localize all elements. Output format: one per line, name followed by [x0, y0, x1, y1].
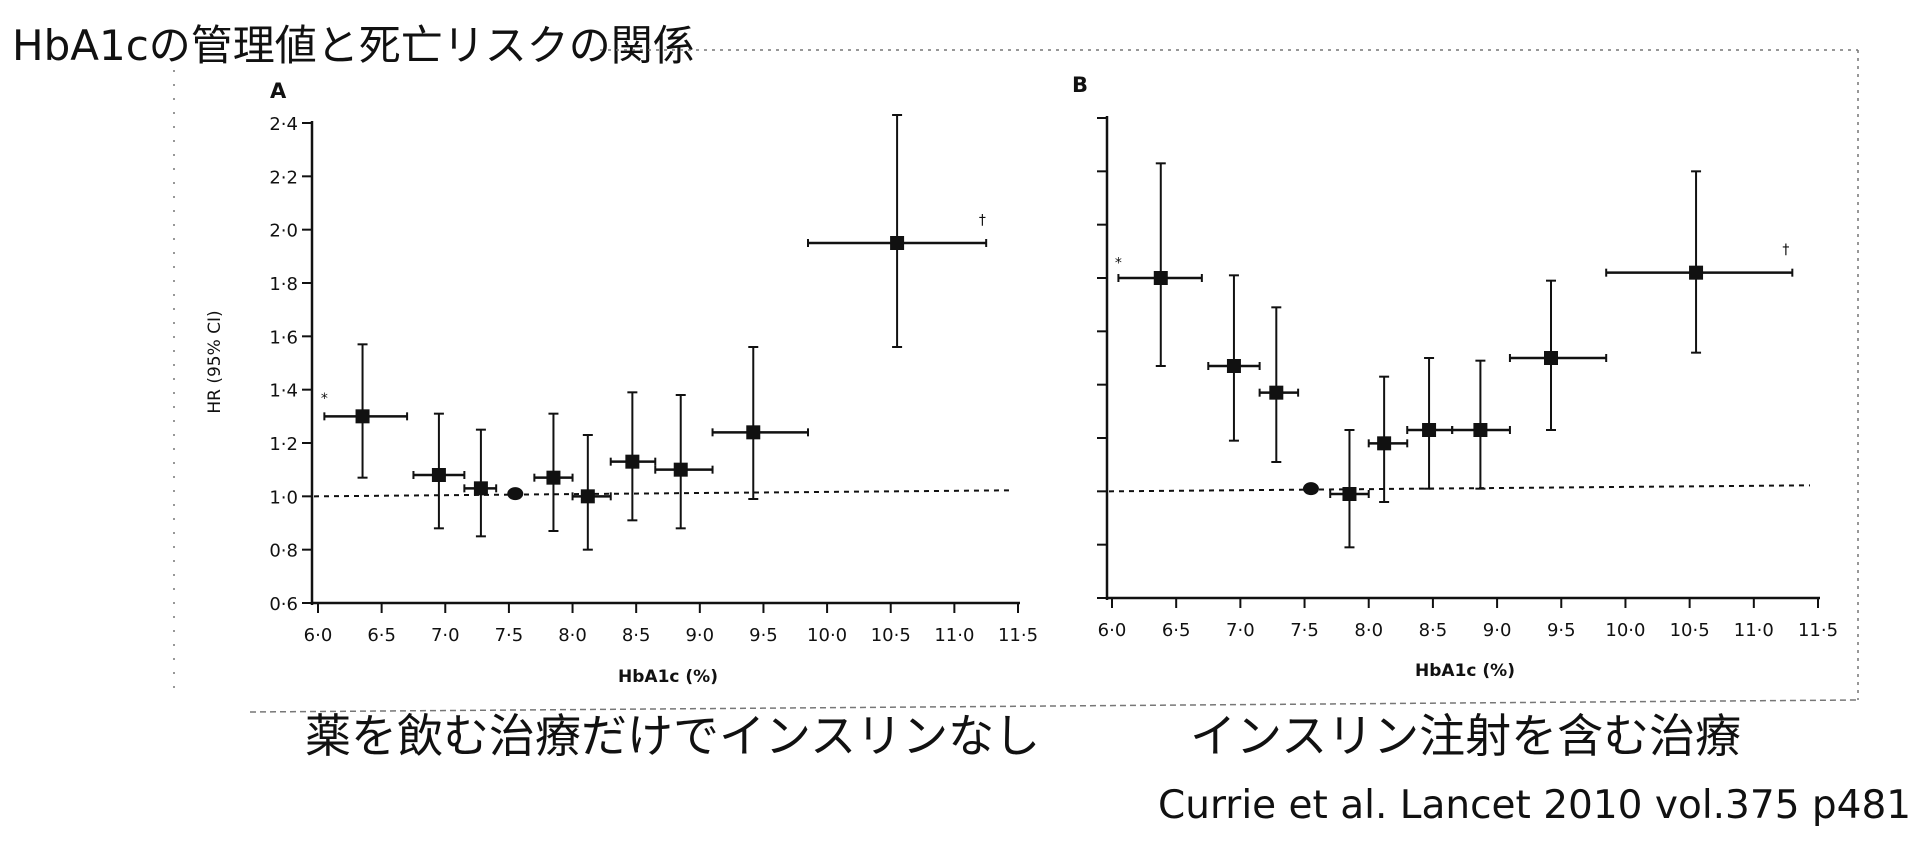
point-marker-square [355, 409, 370, 424]
x-tick-label: 9·5 [749, 625, 778, 646]
data-point [1508, 279, 1608, 431]
data-point [571, 434, 612, 551]
point-marker-square [1377, 436, 1392, 451]
panel-a: A 0·6 0·8 1·0 1·2 1·4 1·6 1·8 2·0 2·2 2·4 6·0 6·5 7·0… [205, 79, 1038, 687]
data-point [1302, 482, 1319, 496]
x-tick-label: 6·0 [304, 625, 333, 646]
x-tick-label: 10·0 [807, 625, 847, 646]
data-point [807, 114, 988, 348]
y-tick-label: 1·2 [269, 434, 298, 455]
point-marker-square [1269, 385, 1284, 400]
point-marker-square [1544, 351, 1559, 365]
x-tick-label: 9·5 [1547, 620, 1576, 641]
point-marker-square [1153, 271, 1168, 285]
x-tick-label: 6·5 [1162, 620, 1191, 641]
data-point [1406, 357, 1454, 490]
scan-frame [173, 49, 1859, 713]
y-tick-label: 1·6 [269, 327, 298, 348]
x-tick-label: 10·5 [871, 625, 911, 646]
x-tick-label: 7·0 [1226, 620, 1255, 641]
x-axis-label: HbA1c (%) [1415, 661, 1515, 681]
point-marker-square [625, 454, 640, 469]
x-tick-label: 6·0 [1098, 620, 1127, 641]
panel-b: B 6·0 6·5 7·0 7·5 8·0 8·5 9·0 9·5 10·0 10·5 11·0 11·… [1072, 73, 1838, 681]
data-point [323, 343, 409, 479]
x-tick-label: 11·0 [1734, 620, 1774, 641]
caption-panel-a: 薬を飲む治療だけでインスリンなし [305, 709, 1041, 763]
reference-marker-circle [1302, 482, 1319, 496]
point-marker-square [473, 481, 488, 496]
point-marker-square [431, 468, 446, 482]
x-tick-label: 8·5 [1419, 620, 1448, 641]
data-point [654, 394, 714, 530]
reference-line [313, 489, 1011, 498]
point-marker-square [1226, 359, 1241, 373]
y-tick-label: 1·0 [269, 487, 298, 508]
x-tick-label: 10·5 [1670, 620, 1710, 641]
x-tick-label: 8·0 [558, 625, 587, 646]
reference-marker-circle [507, 487, 524, 501]
x-tick-label: 9·0 [685, 625, 714, 646]
data-point [1367, 375, 1409, 503]
point-marker-square [890, 236, 905, 250]
data-point [1451, 359, 1511, 490]
data-point [1117, 162, 1203, 367]
data-point [1329, 429, 1370, 549]
data-point [1207, 274, 1261, 442]
point-marker-square [580, 489, 595, 504]
x-tick-label: 8·0 [1354, 620, 1383, 641]
caption-panel-b: インスリン注射を含む治療 [1190, 709, 1742, 763]
y-axis-label: HR (95% CI) [205, 310, 225, 413]
annotation-symbol: * [1115, 255, 1122, 271]
panel-label: B [1072, 73, 1088, 97]
data-point [412, 412, 466, 530]
point-marker-square [1689, 265, 1704, 280]
point-marker-square [673, 462, 688, 477]
y-tick-label: 1·8 [269, 274, 298, 295]
y-tick-label: 2·4 [269, 114, 298, 135]
x-tick-label: 7·5 [1290, 620, 1319, 641]
x-tick-label: 8·5 [622, 625, 651, 646]
y-tick-label: 2·0 [269, 221, 298, 242]
x-tick-label: 7·5 [495, 625, 524, 646]
annotation-symbol: † [979, 212, 986, 228]
x-tick-label: 9·0 [1483, 620, 1512, 641]
data-point [711, 346, 809, 500]
data-point [507, 487, 524, 501]
data-point [1258, 306, 1300, 463]
reference-line [1108, 484, 1811, 493]
slide-title: HbA1cの管理値と死亡リスクの関係 [12, 21, 695, 70]
x-tick-label: 11·5 [998, 625, 1038, 646]
point-marker-square [746, 425, 761, 440]
y-tick-label: 1·4 [269, 381, 298, 402]
point-marker-square [1342, 487, 1357, 501]
y-tick-label: 0·8 [269, 541, 298, 562]
y-tick-label: 2·2 [269, 167, 298, 188]
data-point [463, 428, 498, 538]
x-tick-label: 7·0 [431, 625, 460, 646]
point-marker-square [546, 470, 561, 485]
x-tick-label: 6·5 [367, 625, 396, 646]
y-tick-label: 0·6 [269, 594, 298, 615]
citation: Currie et al. Lancet 2010 vol.375 p481 [1158, 783, 1912, 828]
data-point [609, 391, 657, 522]
point-marker-square [1422, 423, 1437, 437]
x-tick-label: 11·0 [934, 625, 974, 646]
x-tick-label: 10·0 [1605, 620, 1645, 641]
data-point [533, 412, 574, 532]
point-marker-square [1473, 423, 1488, 437]
panel-label: A [270, 79, 287, 103]
annotation-symbol: † [1782, 242, 1789, 258]
data-point [1605, 170, 1794, 354]
x-tick-label: 11·5 [1798, 620, 1838, 641]
annotation-symbol: * [321, 391, 328, 407]
x-axis-label: HbA1c (%) [618, 667, 718, 687]
